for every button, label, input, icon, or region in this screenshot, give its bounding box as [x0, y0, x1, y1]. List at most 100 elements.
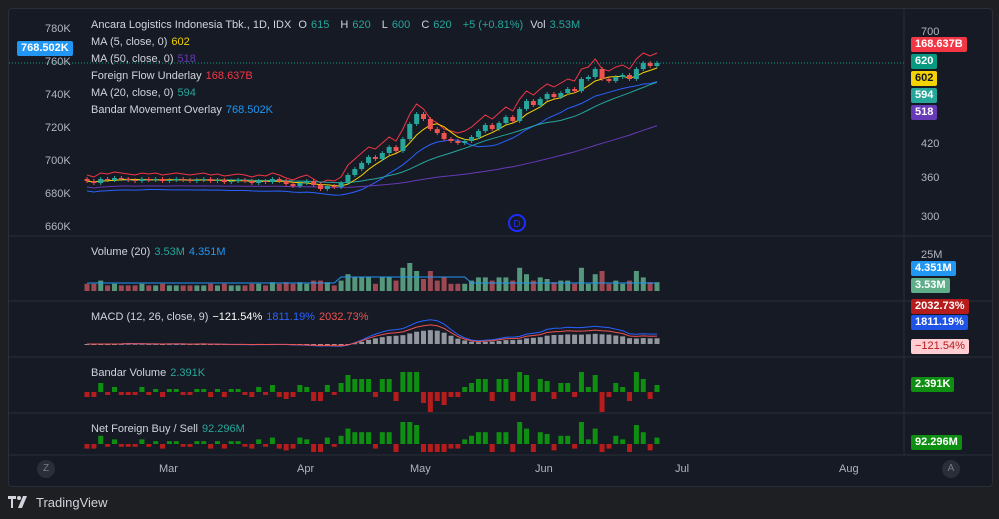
- volume-bar: [324, 282, 330, 291]
- volume-bar: [544, 279, 550, 291]
- volume-bar: [366, 277, 372, 291]
- bandar-volume-tag: 2.391K: [911, 377, 955, 392]
- candle-body: [173, 179, 179, 180]
- legend-bandar-volume[interactable]: Bandar Volume 2.391K: [91, 365, 209, 381]
- macd-hist-bar: [530, 337, 536, 344]
- left-bandar-tag: 768.502K: [17, 41, 73, 56]
- net-foreign-bar: [578, 422, 584, 444]
- legend-macd[interactable]: MACD (12, 26, close, 9) −121.54% 1811.19% 2…: [91, 309, 373, 325]
- bandar-volume-bar: [496, 379, 502, 392]
- net-foreign-bar: [640, 432, 646, 444]
- ma50-tag: 518: [911, 105, 938, 120]
- volume-bar: [214, 285, 220, 291]
- chart-frame[interactable]: D Ancara Logistics Indonesia Tbk., 1D, I…: [8, 8, 993, 487]
- left-axis-tick: 780K: [45, 23, 71, 35]
- net-foreign-bar: [558, 435, 564, 444]
- macd-hist-bar: [180, 343, 186, 345]
- bandar-volume-bar: [256, 387, 262, 392]
- bandar-volume-bar: [544, 381, 550, 392]
- volume-bar: [160, 283, 166, 291]
- legend-bandar-movement[interactable]: Bandar Movement Overlay 768.502K: [91, 102, 277, 118]
- net-foreign-bar: [235, 441, 241, 444]
- macd-hist-bar: [496, 340, 502, 344]
- macd-hist-bar: [482, 341, 488, 344]
- macd-label: MACD (12, 26, close, 9): [91, 311, 209, 323]
- dividend-marker-label: D: [513, 219, 520, 230]
- volume-bar: [558, 280, 564, 291]
- candle-body: [475, 131, 481, 137]
- bandar-volume-bar: [448, 392, 454, 397]
- macd-hist-bar: [427, 330, 433, 344]
- time-axis-tick: Jul: [675, 463, 690, 475]
- net-foreign-bar: [462, 439, 468, 444]
- bandar-volume-bar: [400, 372, 406, 392]
- net-foreign-bar: [331, 444, 337, 447]
- candle-body: [153, 179, 159, 180]
- auto-scale-button[interactable]: A: [942, 460, 960, 478]
- macd-hist-bar: [166, 343, 172, 345]
- candle-body: [324, 186, 330, 189]
- net-foreign-bar: [187, 444, 193, 447]
- candle-body: [455, 141, 461, 143]
- candle-body: [400, 139, 406, 151]
- net-foreign-bar: [503, 432, 509, 444]
- chart-canvas[interactable]: D: [9, 9, 992, 486]
- legend-foreign-flow[interactable]: Foreign Flow Underlay 168.637B: [91, 68, 257, 84]
- candle-body: [208, 179, 214, 181]
- macd-hist-bar: [160, 344, 166, 345]
- volume-bar: [249, 283, 255, 291]
- volume-bar: [139, 283, 145, 291]
- macd-hist-bar: [654, 338, 660, 344]
- candle-body: [276, 179, 282, 181]
- timezone-button[interactable]: Z: [37, 460, 55, 478]
- bandar-volume-bar: [324, 385, 330, 392]
- legend-bandar-label: Bandar Movement Overlay: [91, 104, 222, 116]
- macd-hist-bar: [627, 338, 633, 344]
- net-foreign-bar: [551, 444, 557, 451]
- macd-hist-bar: [606, 334, 612, 344]
- net-foreign-bar: [221, 444, 227, 449]
- macd-hist-bar: [613, 335, 619, 344]
- macd-hist-bar: [475, 342, 481, 344]
- volume-bar: [448, 283, 454, 291]
- candle-body: [311, 181, 317, 185]
- macd-hist-bar: [386, 336, 392, 344]
- legend-net-foreign[interactable]: Net Foreign Buy / Sell 92.296M: [91, 421, 249, 437]
- legend-ma20-value: 594: [177, 87, 196, 99]
- macd-hist-bar: [407, 333, 413, 344]
- bandar-volume-bar: [599, 392, 605, 412]
- volume-bar: [256, 283, 262, 291]
- legend-ma20-label: MA (20, close, 0): [91, 87, 174, 99]
- volume-bar: [173, 285, 179, 291]
- legend-ma50-value: 518: [177, 53, 196, 65]
- legend-volume[interactable]: Volume (20) 3.53M 4.351M: [91, 244, 230, 260]
- volume-label: Volume (20): [91, 246, 151, 258]
- bandar-volume-bar: [208, 392, 214, 397]
- candle-body: [537, 99, 543, 105]
- symbol-header: Ancara Logistics Indonesia Tbk., 1D, IDX…: [91, 17, 588, 33]
- macd-hist-bar: [379, 337, 385, 344]
- net-foreign-bar: [393, 444, 399, 452]
- volume-bar: [98, 280, 104, 291]
- legend-ma20[interactable]: MA (20, close, 0) 594: [91, 85, 200, 101]
- candle-body: [640, 63, 646, 69]
- volume-ma-value: 4.351M: [188, 246, 226, 258]
- volume-bar: [242, 285, 248, 291]
- candle-body: [214, 180, 220, 181]
- vol-value: 3.53M: [549, 19, 581, 31]
- bandar-volume-bar: [111, 387, 117, 392]
- candle-body: [372, 157, 378, 159]
- volume-bar: [613, 280, 619, 291]
- macd-hist-bar: [366, 339, 372, 344]
- left-axis-tick: 680K: [45, 188, 71, 200]
- net-foreign-bar: [194, 441, 200, 444]
- candle-body: [448, 139, 454, 141]
- bandar-volume-bar: [627, 392, 633, 401]
- high-label: H 620: [340, 19, 374, 31]
- net-foreign-bar: [613, 435, 619, 444]
- legend-ma5[interactable]: MA (5, close, 0) 602: [91, 34, 194, 50]
- legend-ma50[interactable]: MA (50, close, 0) 518: [91, 51, 200, 67]
- bandar-volume-bar: [434, 392, 440, 401]
- macd-signal-value: 2032.73%: [318, 311, 369, 323]
- net-foreign-bar: [565, 435, 571, 444]
